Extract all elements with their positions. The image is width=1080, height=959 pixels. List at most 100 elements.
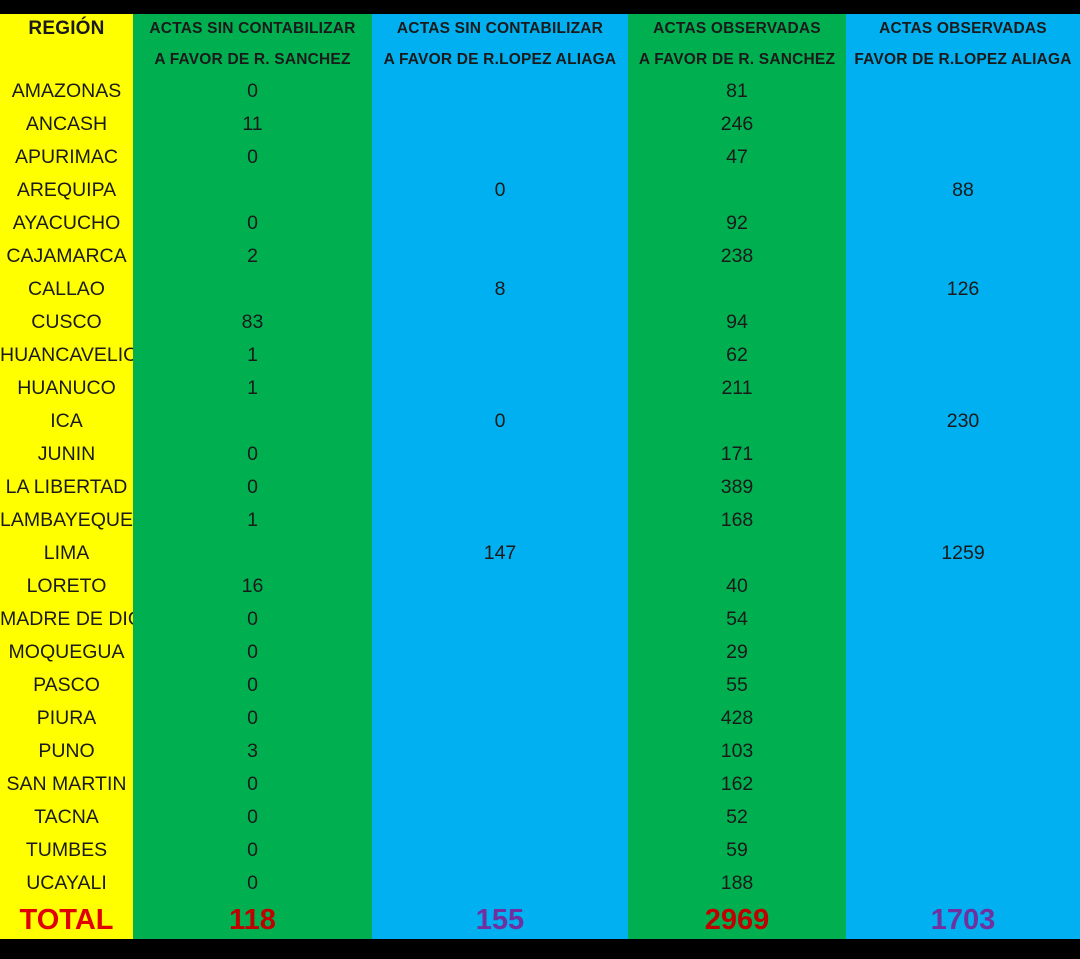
sanchez-observed-cell: 103: [720, 740, 754, 762]
lopez-aliaga-observed-cell: [846, 867, 1080, 900]
sanchez-observed-cell: 52: [726, 806, 748, 828]
sanchez-uncounted-cell: [133, 273, 372, 306]
header-line-2: A FAVOR DE R.LOPEZ ALIAGA: [383, 51, 617, 68]
region-cell: CAJAMARCA: [6, 245, 127, 267]
lopez-aliaga-observed-cell: 1259: [941, 542, 985, 564]
lopez-aliaga-observed-cell: [846, 669, 1080, 702]
lopez-aliaga-observed-cell: [846, 834, 1080, 867]
lopez-aliaga-observed-cell: [846, 438, 1080, 471]
lopez-aliaga-observed-cell: 126: [946, 278, 980, 300]
sanchez-uncounted-cell: 0: [247, 839, 258, 861]
sanchez-observed-cell: 81: [726, 80, 748, 102]
sanchez-uncounted-cell: 0: [247, 872, 258, 894]
lopez-aliaga-observed-cell: [846, 570, 1080, 603]
lopez-aliaga-uncounted-cell: [372, 801, 628, 834]
sanchez-uncounted-cell: 0: [247, 674, 258, 696]
header-line-1: ACTAS OBSERVADAS: [653, 20, 821, 37]
lopez-aliaga-uncounted-cell: [372, 471, 628, 504]
sanchez-uncounted-cell: 0: [247, 212, 258, 234]
lopez-aliaga-observed-cell: [846, 306, 1080, 339]
lopez-aliaga-observed-cell: [846, 240, 1080, 273]
sanchez-observed-cell: 94: [726, 311, 748, 333]
sanchez-observed-cell: 59: [726, 839, 748, 861]
lopez-aliaga-uncounted-cell: [372, 735, 628, 768]
sanchez-uncounted-cell: 1: [247, 344, 258, 366]
lopez-aliaga-observed-cell: [846, 603, 1080, 636]
lopez-aliaga-observed-header: ACTAS OBSERVADAS FAVOR DE R.LOPEZ ALIAGA: [846, 14, 1080, 74]
sanchez-observed-cell: 389: [720, 476, 754, 498]
sanchez-uncounted-cell: 1: [247, 377, 258, 399]
sanchez-observed-cell: 62: [726, 344, 748, 366]
lopez-aliaga-observed-cell: [846, 471, 1080, 504]
sanchez-observed-header: ACTAS OBSERVADAS A FAVOR DE R. SANCHEZ: [628, 14, 846, 74]
sanchez-uncounted-cell: 0: [247, 80, 258, 102]
sanchez-observed-cell: [628, 537, 846, 570]
sanchez-uncounted-cell: [133, 405, 372, 438]
sanchez-observed-cell: 29: [726, 641, 748, 663]
lopez-aliaga-observed-cell: [846, 702, 1080, 735]
region-cell: HUANUCO: [17, 377, 116, 399]
sanchez-uncounted-column: ACTAS SIN CONTABILIZAR A FAVOR DE R. SAN…: [133, 14, 372, 939]
lopez-aliaga-observed-cell: [846, 504, 1080, 537]
region-cell: APURIMAC: [15, 146, 118, 168]
region-cell: ANCASH: [25, 113, 108, 135]
lopez-aliaga-uncounted-cell: [372, 636, 628, 669]
lopez-aliaga-observed-cell: [846, 636, 1080, 669]
lopez-aliaga-observed-cell: [846, 768, 1080, 801]
region-cell: MOQUEGUA: [8, 641, 125, 663]
lopez-aliaga-uncounted-cell: 8: [494, 278, 506, 300]
sanchez-uncounted-cell: 83: [241, 311, 264, 333]
sanchez-uncounted-total: 118: [229, 904, 276, 936]
header-line-1: ACTAS OBSERVADAS: [879, 20, 1047, 37]
sanchez-uncounted-cell: 0: [247, 476, 258, 498]
lopez-aliaga-observed-cell: [846, 141, 1080, 174]
lopez-aliaga-uncounted-cell: [372, 669, 628, 702]
sanchez-observed-cell: 428: [720, 707, 754, 729]
lopez-aliaga-uncounted-cell: [372, 207, 628, 240]
lopez-aliaga-uncounted-cell: 0: [494, 179, 506, 201]
sanchez-uncounted-cell: 3: [247, 740, 258, 762]
region-cell: ICA: [50, 410, 83, 432]
region-cell: CALLAO: [28, 278, 105, 300]
sanchez-observed-cell: 54: [726, 608, 748, 630]
sanchez-uncounted-cell: 0: [247, 773, 258, 795]
total-label: TOTAL: [19, 904, 114, 936]
region-cell: AREQUIPA: [16, 179, 117, 201]
lopez-aliaga-uncounted-cell: [372, 570, 628, 603]
header-line-2: A FAVOR DE R. SANCHEZ: [154, 51, 351, 68]
sanchez-uncounted-cell: [133, 537, 372, 570]
region-cell: AYACUCHO: [12, 212, 121, 234]
sanchez-uncounted-cell: 0: [247, 443, 258, 465]
sanchez-observed-cell: 171: [720, 443, 754, 465]
sanchez-uncounted-cell: 0: [247, 707, 258, 729]
region-header-label: REGIÓN: [28, 18, 105, 39]
sanchez-observed-cell: 246: [720, 113, 754, 135]
lopez-aliaga-observed-cell: [846, 75, 1080, 108]
sanchez-uncounted-cell: 0: [247, 641, 258, 663]
region-cell: TACNA: [34, 806, 99, 828]
region-column: REGIÓN AMAZONAS ANCASH APURIMAC AREQUIPA AYA…: [0, 14, 133, 939]
sanchez-uncounted-cell: 16: [241, 575, 264, 597]
region-cell: SAN MARTIN: [6, 773, 127, 795]
sanchez-observed-cell: 40: [726, 575, 748, 597]
lopez-aliaga-uncounted-cell: [372, 702, 628, 735]
lopez-aliaga-uncounted-cell: 0: [494, 410, 506, 432]
region-header: REGIÓN: [0, 14, 133, 74]
region-cell: MADRE DE DIOS: [0, 608, 133, 630]
region-cell: TUMBES: [25, 839, 108, 861]
lopez-aliaga-uncounted-cell: [372, 108, 628, 141]
header-line-1: ACTAS SIN CONTABILIZAR: [396, 20, 604, 37]
sanchez-observed-cell: 211: [721, 377, 753, 399]
sanchez-observed-cell: 55: [726, 674, 748, 696]
lopez-aliaga-uncounted-cell: [372, 75, 628, 108]
lopez-aliaga-observed-cell: [846, 339, 1080, 372]
lopez-aliaga-observed-cell: [846, 372, 1080, 405]
region-cell: JUNIN: [37, 443, 96, 465]
lopez-aliaga-uncounted-cell: [372, 306, 628, 339]
sanchez-uncounted-cell: 0: [247, 146, 258, 168]
sanchez-uncounted-header: ACTAS SIN CONTABILIZAR A FAVOR DE R. SAN…: [133, 14, 372, 74]
lopez-aliaga-uncounted-cell: 147: [483, 542, 517, 564]
lopez-aliaga-observed-cell: [846, 735, 1080, 768]
sanchez-observed-cell: 168: [720, 509, 754, 531]
lopez-aliaga-uncounted-cell: [372, 339, 628, 372]
